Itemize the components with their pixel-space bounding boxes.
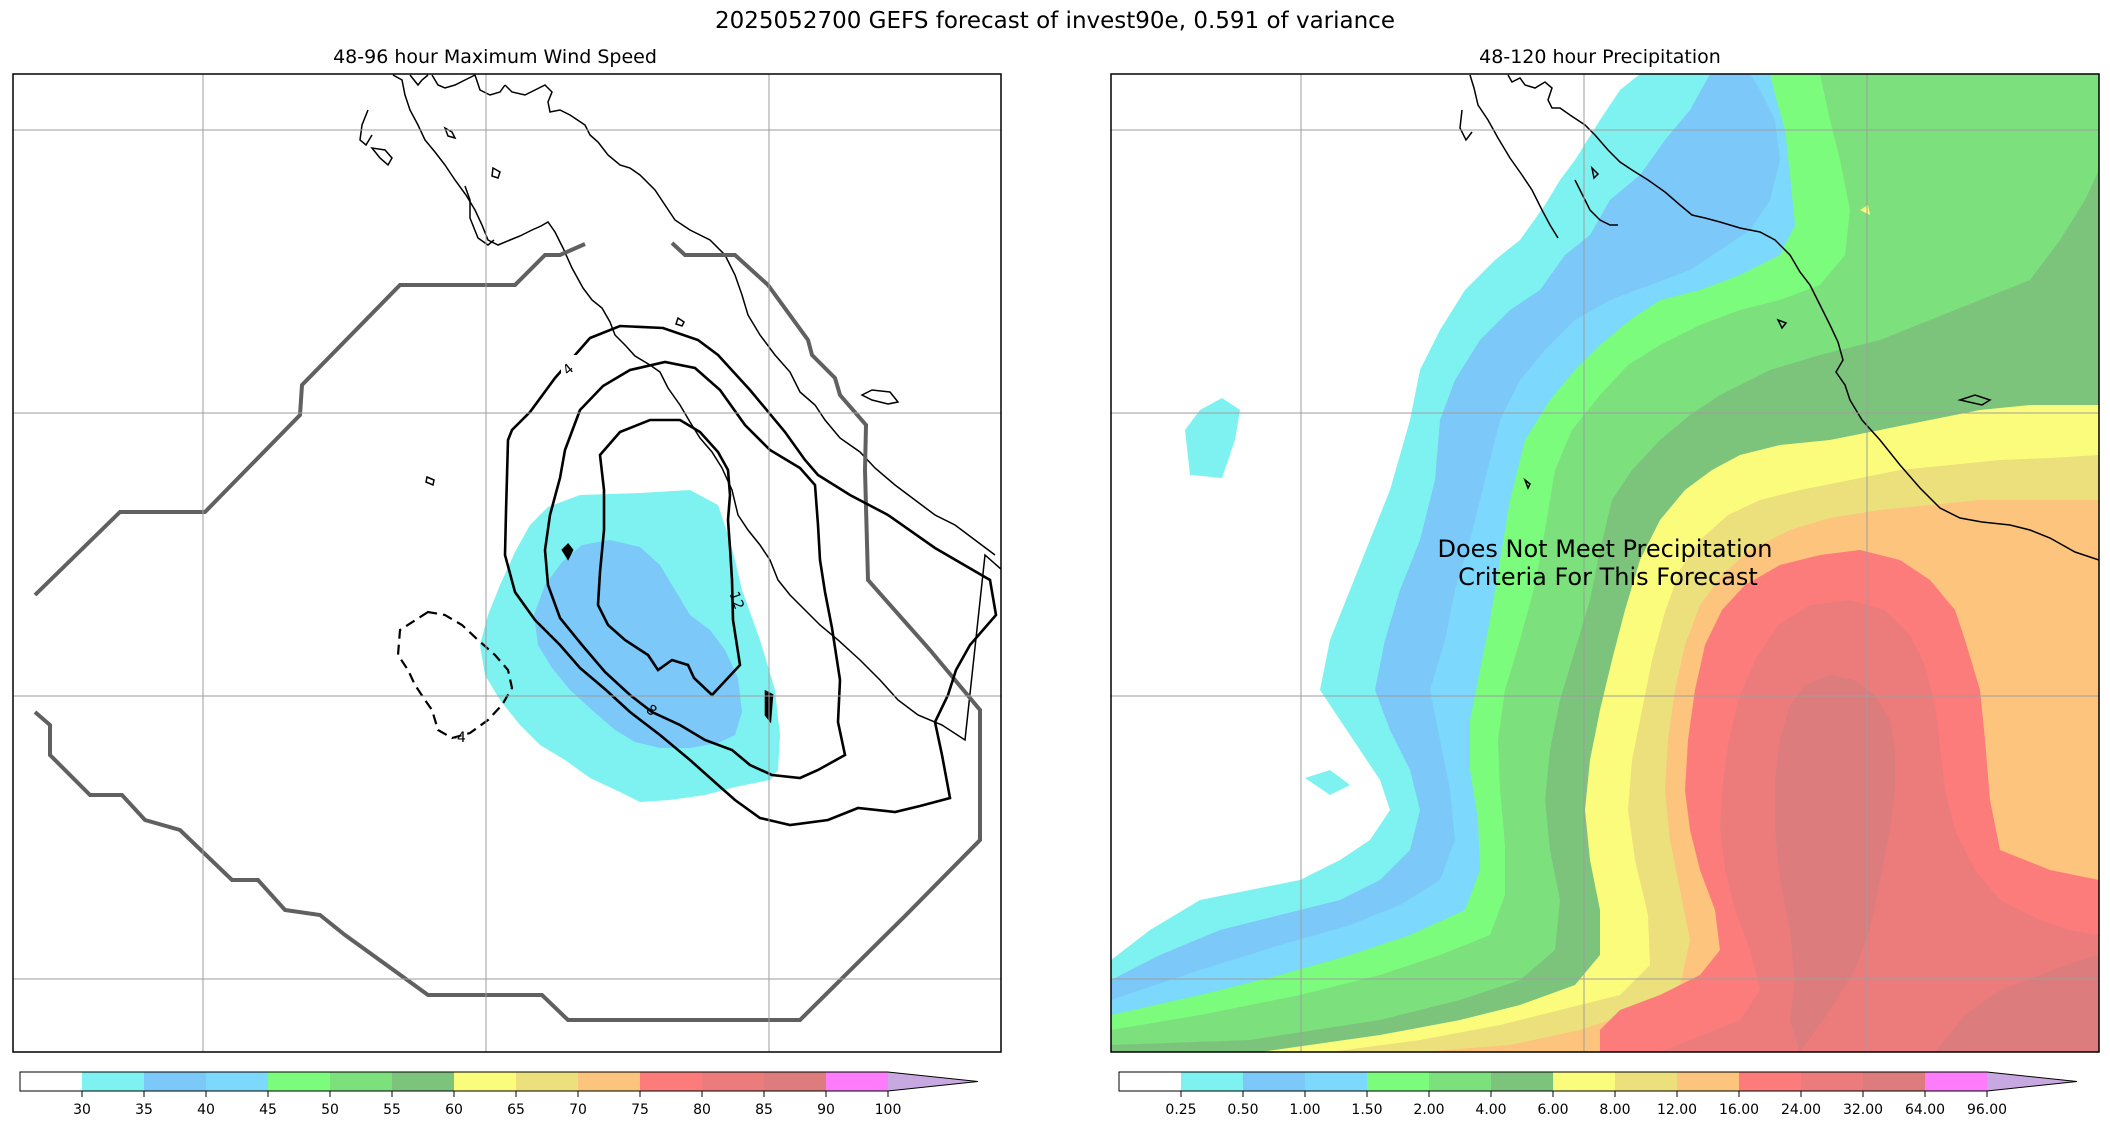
- wind-colorbar-swatch-extend: [888, 1072, 978, 1091]
- precip-colorbar-swatch: [1243, 1072, 1305, 1091]
- precip-colorbar-swatch: [1801, 1072, 1863, 1091]
- precip-colorbar-swatch: [1925, 1072, 1987, 1091]
- wind-colorbar-outline: [19, 1071, 979, 1092]
- precip-gridlines: [1111, 74, 2099, 1052]
- precip-colorbar-tick-label: 2.00: [1413, 1102, 1444, 1118]
- precip-colorbar-swatch: [1677, 1072, 1739, 1091]
- wind-colorbar-tick-label: 50: [321, 1102, 339, 1118]
- precip-colorbar-tick-label: 4.00: [1475, 1102, 1506, 1118]
- precip-colorbar: 0.25 0.50 1.00 1.50 2.00 4.00 6.00 8.00 12.00 16.…: [1118, 1071, 2078, 1118]
- precip-colorbar-swatch: [1367, 1072, 1429, 1091]
- wind-colorbar-swatch: [82, 1072, 144, 1091]
- precip-colorbar-swatch: [1491, 1072, 1553, 1091]
- contour-labels: 4 8 12 -4: [452, 355, 747, 746]
- contour-4: [503, 324, 998, 827]
- wind-colorbar-tick-label: 55: [383, 1102, 401, 1118]
- precip-coastline: [1459, 74, 2099, 561]
- wind-colorbar-tick-label: 65: [507, 1102, 525, 1118]
- wind-colorbar-tick-label: 30: [73, 1102, 91, 1118]
- wind-colorbar-tick-label: 80: [693, 1102, 711, 1118]
- wind-map-frame: [12, 73, 1002, 1053]
- precip-colorbar-swatch: [1181, 1072, 1243, 1091]
- precip-colorbar-tick-label: 8.00: [1599, 1102, 1630, 1118]
- precip-colorbar-swatch: [1305, 1072, 1367, 1091]
- precip-colorbar-swatch: [1553, 1072, 1615, 1091]
- wind-colorbar-swatch: [392, 1072, 454, 1091]
- wind-colorbar-tick-label: 45: [259, 1102, 277, 1118]
- precip-colorbar-tick-label: 1.50: [1351, 1102, 1382, 1118]
- precip-colorbar-tick-label: 24.00: [1781, 1102, 1821, 1118]
- precip-panel-title: 48-120 hour Precipitation: [1479, 46, 1721, 68]
- wind-colorbar-swatch: [20, 1072, 82, 1091]
- wind-colorbar-tick-label: 90: [817, 1102, 835, 1118]
- wind-colorbar-swatch: [578, 1072, 640, 1091]
- precip-colorbar-tick-label: 12.00: [1657, 1102, 1697, 1118]
- wind-colorbar-swatch: [702, 1072, 764, 1091]
- precip-message-line1: Does Not Meet Precipitation: [1437, 535, 1772, 563]
- precip-colorbar-outline: [1118, 1071, 2078, 1092]
- wind-colorbar-swatch: [206, 1072, 268, 1091]
- precip-colorbar-swatch: [1739, 1072, 1801, 1091]
- wind-colorbar-tick-label: 35: [135, 1102, 153, 1118]
- wind-colorbar: 30 35 40 45 50 55 60 65 70 75 80 85 90 100: [19, 1071, 979, 1118]
- figure-title: 2025052700 GEFS forecast of invest90e, 0…: [715, 8, 1395, 34]
- precip-colorbar-tick-label: 1.00: [1289, 1102, 1320, 1118]
- precip-colorbar-swatch: [1429, 1072, 1491, 1091]
- wind-colorbar-swatch: [764, 1072, 826, 1091]
- wind-colorbar-swatch: [516, 1072, 578, 1091]
- wind-colorbar-swatch: [330, 1072, 392, 1091]
- precip-colorbar-tick-label: 32.00: [1843, 1102, 1883, 1118]
- precip-colorbar-tick-label: 64.00: [1905, 1102, 1945, 1118]
- wind-colorbar-tick-label: 75: [631, 1102, 649, 1118]
- precip-colorbar-swatch: [1863, 1072, 1925, 1091]
- wind-gridlines: [13, 74, 1001, 1052]
- precip-colorbar-tick-label: 0.25: [1165, 1102, 1196, 1118]
- precip-colorbar-tick-label: 6.00: [1537, 1102, 1568, 1118]
- contour-label-neg4: -4: [452, 730, 466, 746]
- wind-colorbar-swatch: [640, 1072, 702, 1091]
- envelope-line: [33, 241, 982, 1022]
- precip-colorbar-swatch: [1119, 1072, 1181, 1091]
- precip-fill-3200: [1775, 675, 2099, 1052]
- wind-colorbar-swatch: [454, 1072, 516, 1091]
- precip-colorbar-tick-label: 16.00: [1719, 1102, 1759, 1118]
- wind-colorbar-swatch: [144, 1072, 206, 1091]
- precip-map-frame: [1110, 73, 2100, 1053]
- wind-colorbar-tick-label: 40: [197, 1102, 215, 1118]
- wind-colorbar-tick-label: 100: [875, 1102, 902, 1118]
- wind-colorbar-swatch: [268, 1072, 330, 1091]
- contour-12: [596, 418, 742, 697]
- wind-map-panel: 4 8 12 -4: [12, 73, 1002, 1053]
- precip-colorbar-swatch: [1615, 1072, 1677, 1091]
- precip-colorbar-tick-label: 0.50: [1227, 1102, 1258, 1118]
- wind-colorbar-swatch: [826, 1072, 888, 1091]
- contour-label-12: 12: [726, 589, 747, 611]
- wind-panel-title: 48-96 hour Maximum Wind Speed: [333, 46, 657, 68]
- precip-colorbar-tick-label: 96.00: [1967, 1102, 2007, 1118]
- precip-colorbar-swatch-extend: [1987, 1072, 2077, 1091]
- wind-colorbar-tick-label: 85: [755, 1102, 773, 1118]
- precip-message-line2: Criteria For This Forecast: [1458, 563, 1758, 591]
- contour-neg4: [396, 610, 514, 740]
- wind-colorbar-tick-label: 60: [445, 1102, 463, 1118]
- precip-map-panel: Does Not Meet Precipitation Criteria For…: [1110, 73, 2100, 1053]
- wind-colorbar-tick-label: 70: [569, 1102, 587, 1118]
